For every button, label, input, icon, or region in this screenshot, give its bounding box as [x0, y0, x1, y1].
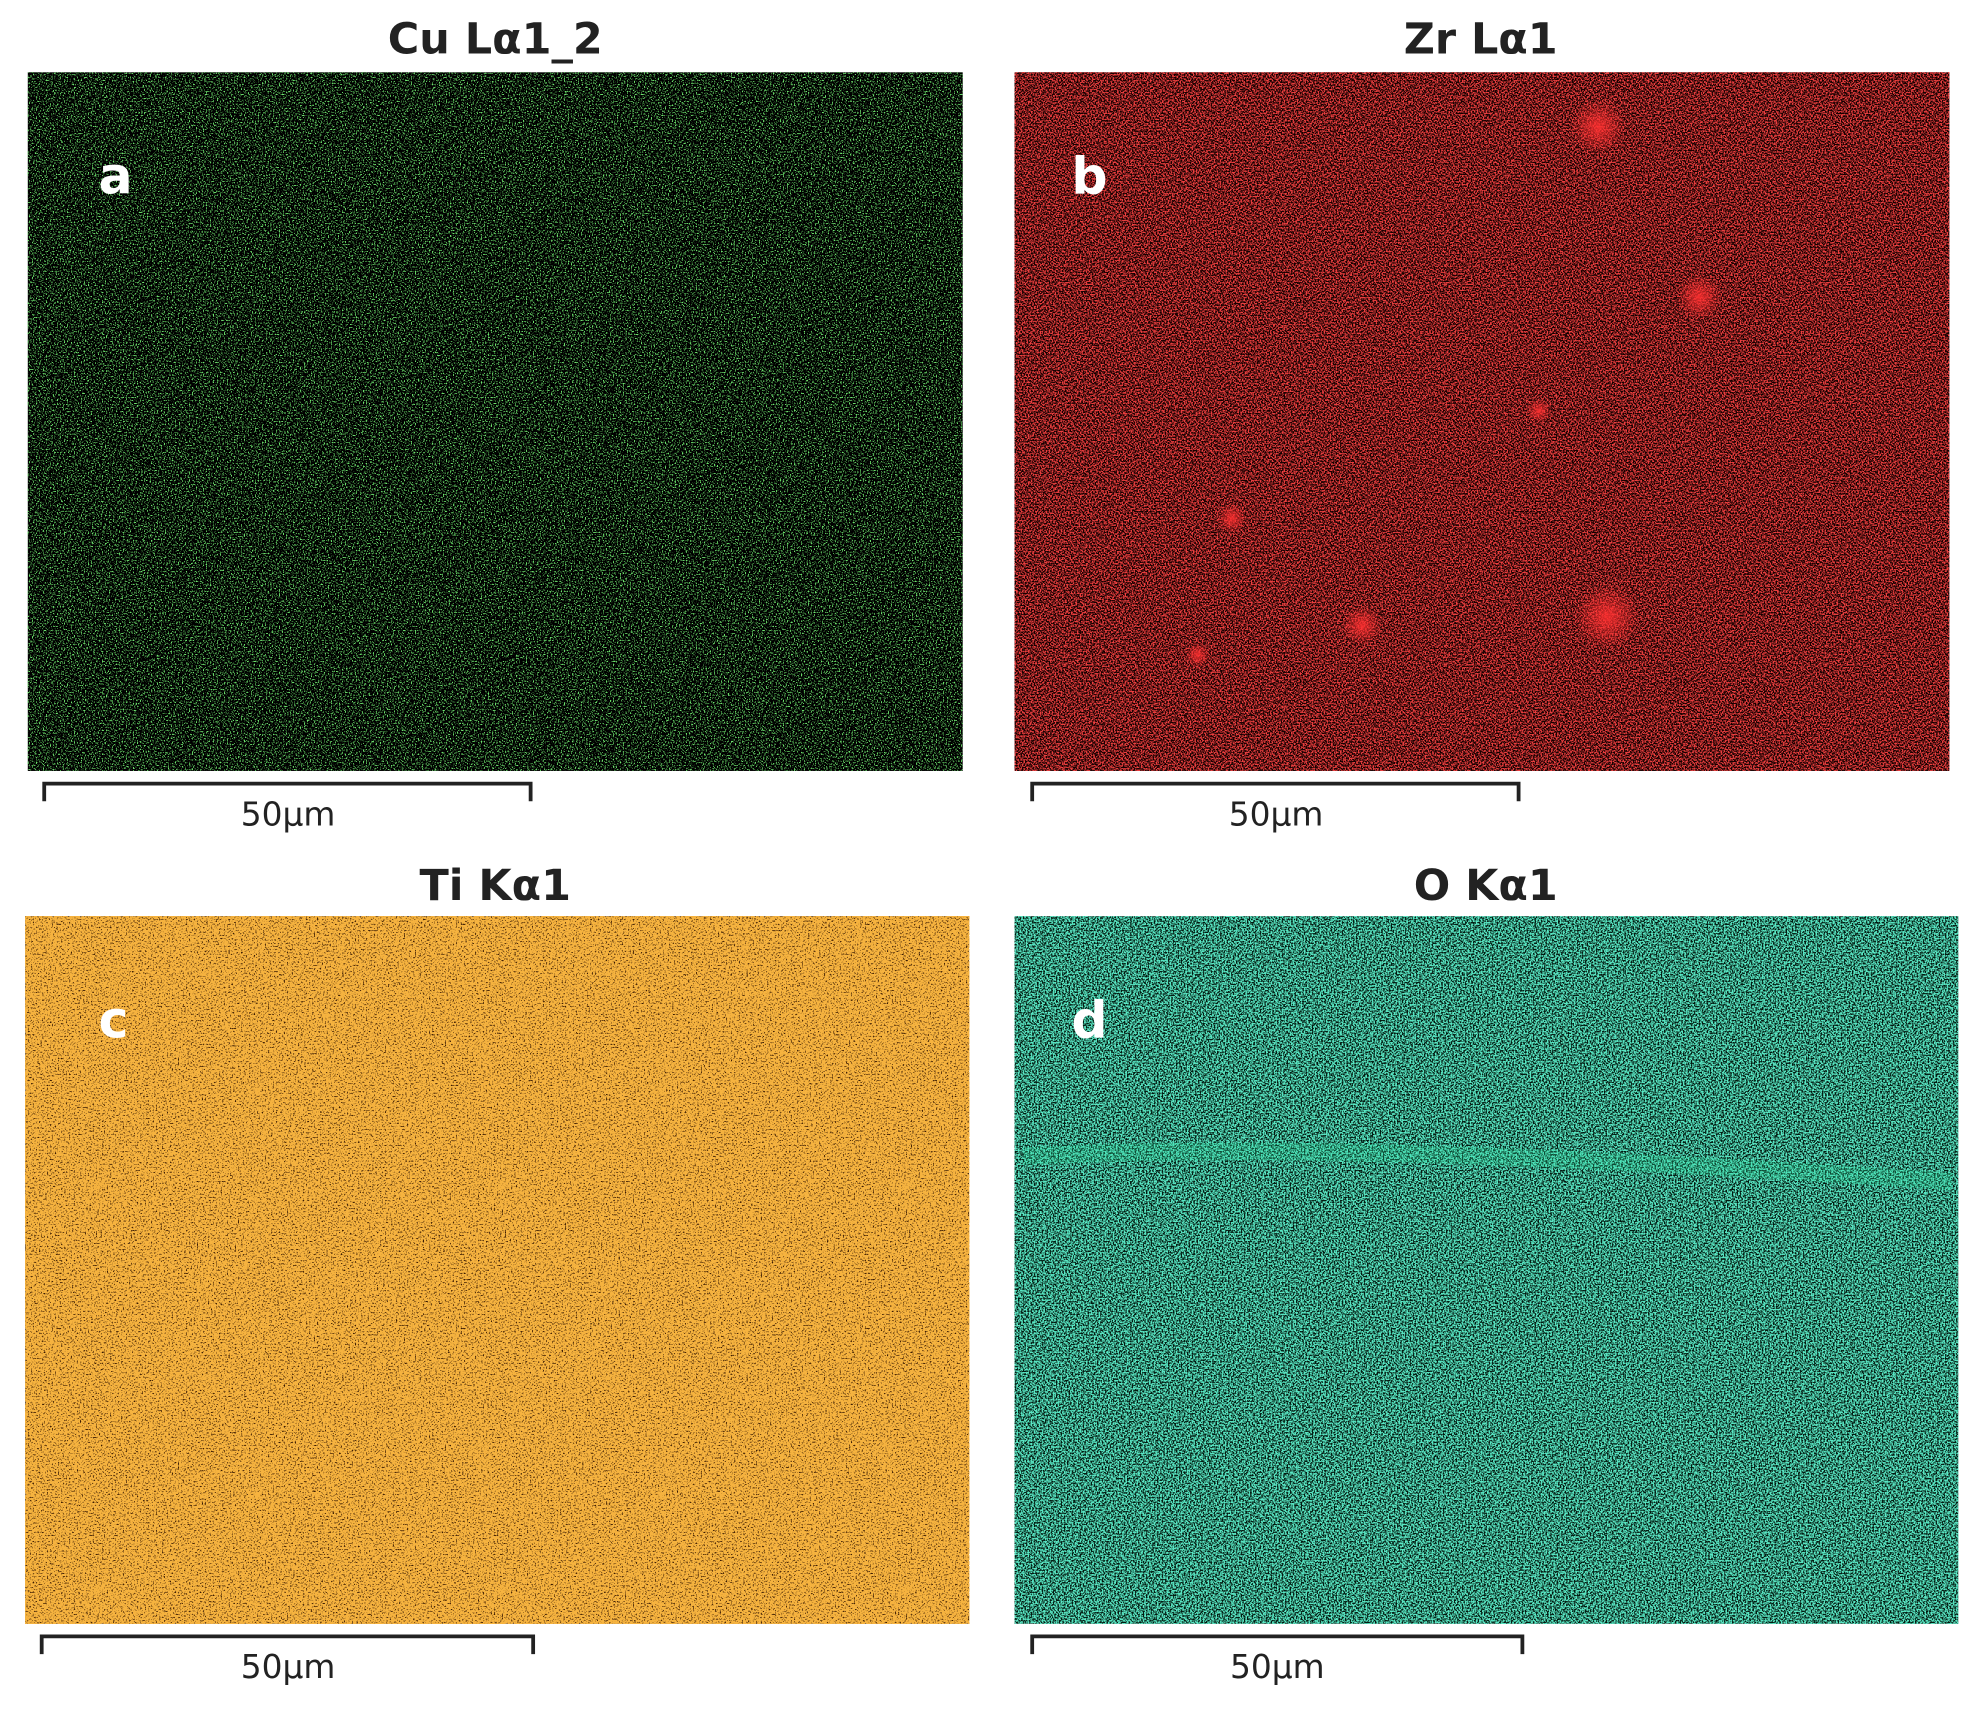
- panel-b: Zr Lα1 b 50µm: [1014, 14, 1950, 833]
- zr-spot: [1185, 642, 1211, 668]
- zr-spot: [1341, 605, 1383, 646]
- element-map: [1014, 916, 1959, 1624]
- scale-bar: [42, 781, 533, 802]
- panel-a: Cu Lα1_2 a 50µm: [27, 14, 963, 833]
- zr-spot: [1526, 398, 1552, 424]
- panel-d: O Kα1 d 50µm: [1014, 861, 1959, 1686]
- scale-bar-label: 50µm: [1230, 1648, 1325, 1686]
- panel-title: Zr Lα1: [1404, 14, 1558, 64]
- scale-bar: [1030, 781, 1521, 802]
- panel-label: b: [1071, 147, 1107, 206]
- panel-c: Ti Kα1 c 50µm: [25, 861, 970, 1686]
- scale-bar-label: 50µm: [1229, 795, 1324, 833]
- scale-bar: [1030, 1634, 1525, 1655]
- element-map: [27, 72, 963, 771]
- scale-bar: [39, 1634, 536, 1655]
- zr-spot: [1570, 98, 1626, 155]
- zr-spot: [1216, 503, 1247, 534]
- panel-label: c: [99, 991, 129, 1050]
- zr-spot: [1676, 274, 1723, 320]
- element-map: [1014, 72, 1950, 771]
- scale-bar-label: 50µm: [241, 1648, 336, 1686]
- zr-spot: [1574, 583, 1640, 650]
- panel-title: Ti Kα1: [419, 861, 571, 911]
- element-map: [25, 916, 970, 1624]
- scale-bar-label: 50µm: [241, 795, 336, 833]
- panel-label: d: [1071, 991, 1107, 1050]
- panel-label: a: [99, 147, 133, 206]
- panel-title: Cu Lα1_2: [388, 14, 603, 64]
- panel-title: O Kα1: [1414, 861, 1558, 911]
- oxide-streak: [1022, 1142, 1953, 1191]
